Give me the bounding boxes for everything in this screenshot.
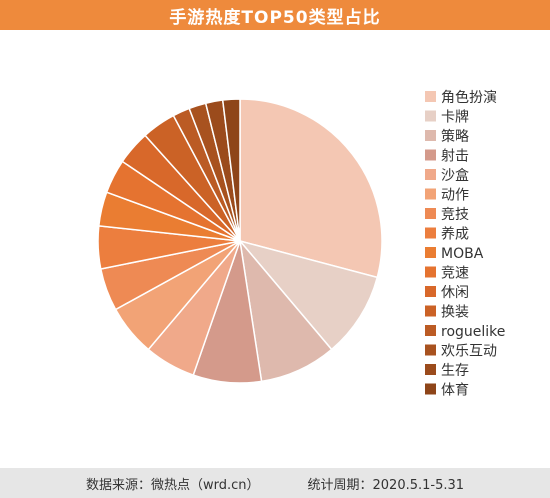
legend-swatch-14: [425, 344, 436, 356]
legend-label-8: 养成: [441, 227, 469, 243]
data-source-label: 数据来源：微热点（wrd.cn）: [85, 477, 260, 493]
legend-swatch-3: [425, 130, 436, 141]
footer-bar: 数据来源：微热点（wrd.cn） 统计周期：2020.5.1-5.31: [0, 468, 550, 498]
legend-swatch-6: [425, 188, 436, 200]
legend-label-10: 竞速: [441, 265, 469, 282]
legend-label-5: 沙盒: [441, 167, 469, 184]
legend-label-1: 角色扮演: [441, 89, 497, 106]
legend-label-9: MOBA: [441, 246, 484, 262]
legend-swatch-7: [425, 208, 436, 219]
legend-label-6: 动作: [441, 188, 469, 204]
legend-swatch-11: [425, 286, 436, 297]
period-label: 统计周期：2020.5.1-5.31: [307, 477, 465, 493]
legend-label-11: 休闲: [441, 285, 469, 301]
legend-label-13: roguelike: [441, 324, 505, 340]
legend-swatch-1: [425, 91, 436, 102]
legend-swatch-16: [425, 383, 436, 395]
legend-label-7: 竞技: [441, 206, 469, 223]
legend-label-12: 换装: [441, 304, 469, 321]
legend-swatch-12: [425, 305, 436, 317]
legend-label-14: 欢乐互动: [441, 344, 497, 360]
legend-swatch-15: [425, 364, 436, 375]
legend-swatch-13: [425, 325, 436, 336]
legend-label-2: 卡牌: [441, 109, 469, 126]
legend-swatch-9: [425, 247, 436, 258]
legend-swatch-5: [425, 169, 436, 180]
legend-swatch-8: [425, 227, 436, 239]
pie-slice-16: [221, 98, 241, 242]
legend-swatch-4: [425, 149, 436, 161]
legend-swatch-2: [425, 110, 436, 122]
pie-slice-2: [237, 239, 379, 351]
pie-slice-1: [239, 98, 383, 279]
title-banner: 手游热度TOP50类型占比: [0, 0, 550, 30]
legend-label-16: 体育: [441, 383, 469, 399]
pie-slices: [97, 98, 383, 384]
legend-swatch-10: [425, 266, 436, 278]
legend-label-15: 生存: [441, 363, 469, 379]
legend-label-3: 策略: [441, 128, 469, 145]
legend-label-4: 射击: [441, 149, 469, 165]
chart-title: 手游热度TOP50类型占比: [169, 7, 381, 28]
